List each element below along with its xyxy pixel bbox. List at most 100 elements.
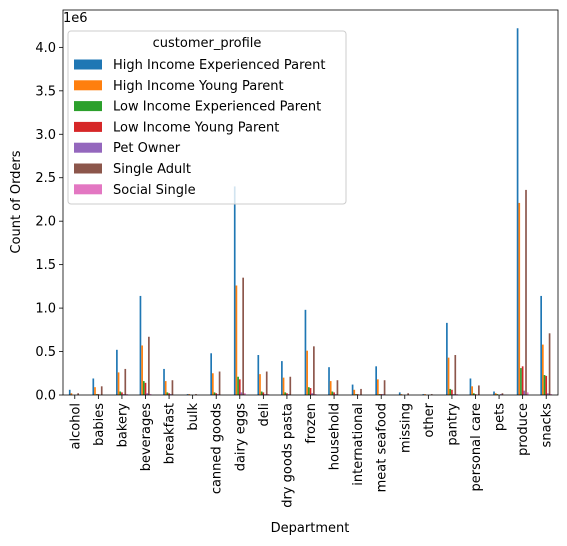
bar-missing-high-income-young-parent (400, 394, 403, 395)
y-tick-label: 1.0 (35, 302, 56, 317)
bar-beverages-social-single (149, 394, 152, 395)
legend-label-social-single: Social Single (113, 183, 196, 198)
y-tick-label: 3.0 (35, 128, 56, 143)
bar-frozen-pet-owner (311, 393, 314, 395)
x-tick-label-international: international (351, 403, 366, 486)
bar-babies-low-income-experienced-parent (95, 394, 98, 395)
bar-other-high-income-experienced-parent (422, 394, 425, 395)
legend-swatch-social-single (74, 184, 102, 195)
legend-swatch-high-income-young-parent (74, 80, 102, 91)
bar-deli-low-income-experienced-parent (260, 391, 263, 395)
bar-pantry-pet-owner (452, 394, 455, 395)
legend-label-high-income-young-parent: High Income Young Parent (113, 79, 284, 94)
bar-bulk-high-income-experienced-parent (186, 394, 189, 395)
x-tick-label-frozen: frozen (304, 403, 319, 444)
bar-babies-high-income-young-parent (94, 387, 96, 395)
bar-dairy-eggs-high-income-experienced-parent (233, 186, 236, 395)
x-tick-label-household: household (328, 403, 343, 470)
bar-household-low-income-experienced-parent (331, 391, 334, 395)
legend-items: High Income Experienced Parent High Incom… (74, 58, 325, 198)
bar-frozen-single-adult (313, 346, 315, 395)
bar-dry-goods-pasta-single-adult (289, 376, 292, 395)
y-tick-label: 4.0 (35, 41, 56, 56)
bar-dairy-eggs-low-income-experienced-parent (237, 376, 239, 395)
legend-label-low-income-young-parent: Low Income Young Parent (113, 120, 279, 135)
bar-canned-goods-pet-owner (217, 394, 219, 395)
bar-dairy-eggs-pet-owner (240, 392, 243, 395)
bar-pets-single-adult (501, 393, 504, 395)
bar-international-high-income-experienced-parent (351, 384, 354, 395)
bar-snacks-high-income-young-parent (542, 344, 544, 395)
x-tick-label-pantry: pantry (445, 403, 460, 446)
bar-dairy-eggs-social-single (243, 393, 246, 395)
x-tick-label-produce: produce (516, 403, 531, 456)
bar-canned-goods-high-income-young-parent (212, 373, 214, 395)
bar-pantry-high-income-experienced-parent (446, 322, 448, 395)
bar-bakery-high-income-experienced-parent (116, 349, 118, 395)
bar-pantry-high-income-young-parent (447, 357, 450, 395)
legend-frame (67, 30, 347, 205)
bar-produce-single-adult (525, 189, 527, 395)
bar-dry-goods-pasta-high-income-young-parent (282, 377, 285, 395)
bar-pantry-single-adult (454, 355, 457, 395)
bar-deli-low-income-young-parent (262, 392, 265, 395)
bar-beverages-single-adult (148, 336, 150, 395)
bar-beverages-pet-owner (146, 393, 149, 395)
bar-alcohol-high-income-experienced-parent (68, 389, 71, 395)
bar-pantry-low-income-young-parent (451, 389, 453, 395)
legend-label-low-income-experienced-parent: Low Income Experienced Parent (113, 100, 321, 115)
bar-household-high-income-experienced-parent (328, 367, 330, 395)
bar-beverages-low-income-young-parent (144, 382, 147, 395)
bar-bakery-single-adult (124, 368, 127, 395)
x-tick-label-alcohol: alcohol (68, 403, 83, 449)
bar-other-single-adult (430, 394, 433, 395)
legend-swatch-low-income-young-parent (74, 121, 102, 132)
bar-breakfast-high-income-experienced-parent (163, 368, 165, 395)
bar-breakfast-single-adult (171, 380, 174, 395)
bar-canned-goods-high-income-experienced-parent (210, 353, 212, 395)
bar-deli-pet-owner (264, 394, 266, 395)
bar-canned-goods-low-income-young-parent (215, 393, 218, 395)
bar-pantry-social-single (456, 394, 458, 395)
x-tick-label-other: other (422, 402, 437, 437)
x-tick-label-breakfast: breakfast (163, 403, 178, 464)
bar-pets-low-income-experienced-parent (496, 394, 499, 395)
bar-deli-high-income-young-parent (259, 374, 261, 395)
x-tick-label-snacks: snacks (540, 403, 555, 448)
bar-other-high-income-young-parent (424, 394, 426, 395)
bar-dairy-eggs-low-income-young-parent (238, 379, 241, 395)
x-tick-label-missing: missing (398, 403, 413, 453)
legend-label-single-adult: Single Adult (113, 162, 191, 177)
bar-snacks-high-income-experienced-parent (540, 295, 542, 395)
x-tick-label-dairy-eggs: dairy eggs (233, 403, 248, 472)
bar-alcohol-high-income-young-parent (70, 393, 73, 395)
bar-meat-seafood-single-adult (383, 380, 386, 395)
bar-canned-goods-single-adult (218, 371, 221, 395)
bar-beverages-high-income-young-parent (141, 345, 143, 395)
bar-produce-pet-owner (523, 390, 526, 395)
bar-breakfast-pet-owner (169, 394, 172, 395)
bar-snacks-low-income-experienced-parent (543, 375, 546, 395)
bar-pets-high-income-experienced-parent (493, 391, 495, 395)
bar-meat-seafood-low-income-experienced-parent (378, 394, 381, 395)
x-tick-label-bulk: bulk (186, 403, 201, 431)
y-tick-label: 2.5 (35, 171, 56, 186)
bar-dry-goods-pasta-high-income-experienced-parent (281, 361, 283, 395)
y-axis-label: Count of Orders (9, 150, 24, 253)
legend-swatch-single-adult (74, 163, 102, 174)
x-tick-label-meat-seafood: meat seafood (375, 403, 390, 492)
bar-frozen-low-income-experienced-parent (307, 387, 310, 395)
bar-pantry-low-income-experienced-parent (449, 388, 452, 395)
bar-produce-social-single (526, 392, 529, 395)
bar-snacks-low-income-young-parent (545, 375, 548, 395)
bar-meat-seafood-low-income-young-parent (380, 394, 383, 395)
bar-deli-high-income-experienced-parent (257, 355, 260, 395)
x-axis-label: Department (271, 521, 350, 536)
bar-deli-social-single (267, 394, 270, 395)
bar-personal-care-high-income-young-parent (471, 386, 473, 395)
bar-snacks-single-adult (548, 333, 551, 395)
bar-produce-low-income-young-parent (521, 366, 524, 395)
bar-bulk-single-adult (195, 394, 197, 395)
bar-alcohol-single-adult (77, 393, 79, 395)
y-tick-label: 0.5 (35, 345, 56, 360)
